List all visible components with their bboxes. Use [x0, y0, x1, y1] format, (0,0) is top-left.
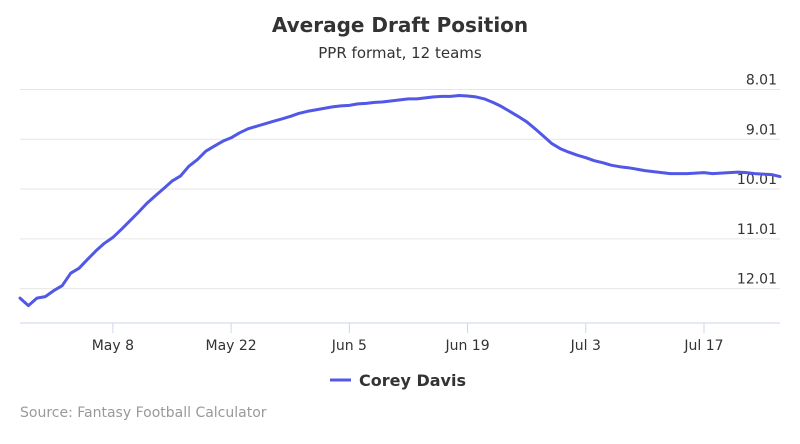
- source-credit: Source: Fantasy Football Calculator: [20, 405, 267, 421]
- y-grid-lines: [20, 88, 780, 290]
- legend-label[interactable]: Corey Davis: [359, 371, 466, 390]
- y-tick-label: 9.01: [746, 122, 777, 138]
- chart-subtitle: PPR format, 12 teams: [318, 44, 482, 62]
- legend[interactable]: Corey Davis: [330, 371, 466, 390]
- x-tick-label: May 22: [206, 338, 257, 354]
- y-tick-label: 12.01: [737, 272, 777, 288]
- series-line-corey-davis[interactable]: [18, 94, 782, 308]
- x-tick-label: Jul 3: [570, 338, 601, 354]
- x-axis-ticks: [112, 323, 705, 333]
- y-axis-labels: 8.01 9.01 10.01 11.01 12.01: [737, 72, 777, 287]
- y-tick-label: 8.01: [746, 72, 777, 88]
- chart-title: Average Draft Position: [272, 13, 528, 37]
- y-tick-label: 10.01: [737, 172, 777, 188]
- x-tick-label: May 8: [92, 338, 134, 354]
- x-tick-label: Jul 17: [683, 338, 723, 354]
- x-tick-label: Jun 5: [331, 338, 367, 354]
- y-tick-label: 11.01: [737, 222, 777, 238]
- x-tick-label: Jun 19: [444, 338, 489, 354]
- x-axis-labels: May 8 May 22 Jun 5 Jun 19 Jul 3 Jul 17: [92, 338, 724, 354]
